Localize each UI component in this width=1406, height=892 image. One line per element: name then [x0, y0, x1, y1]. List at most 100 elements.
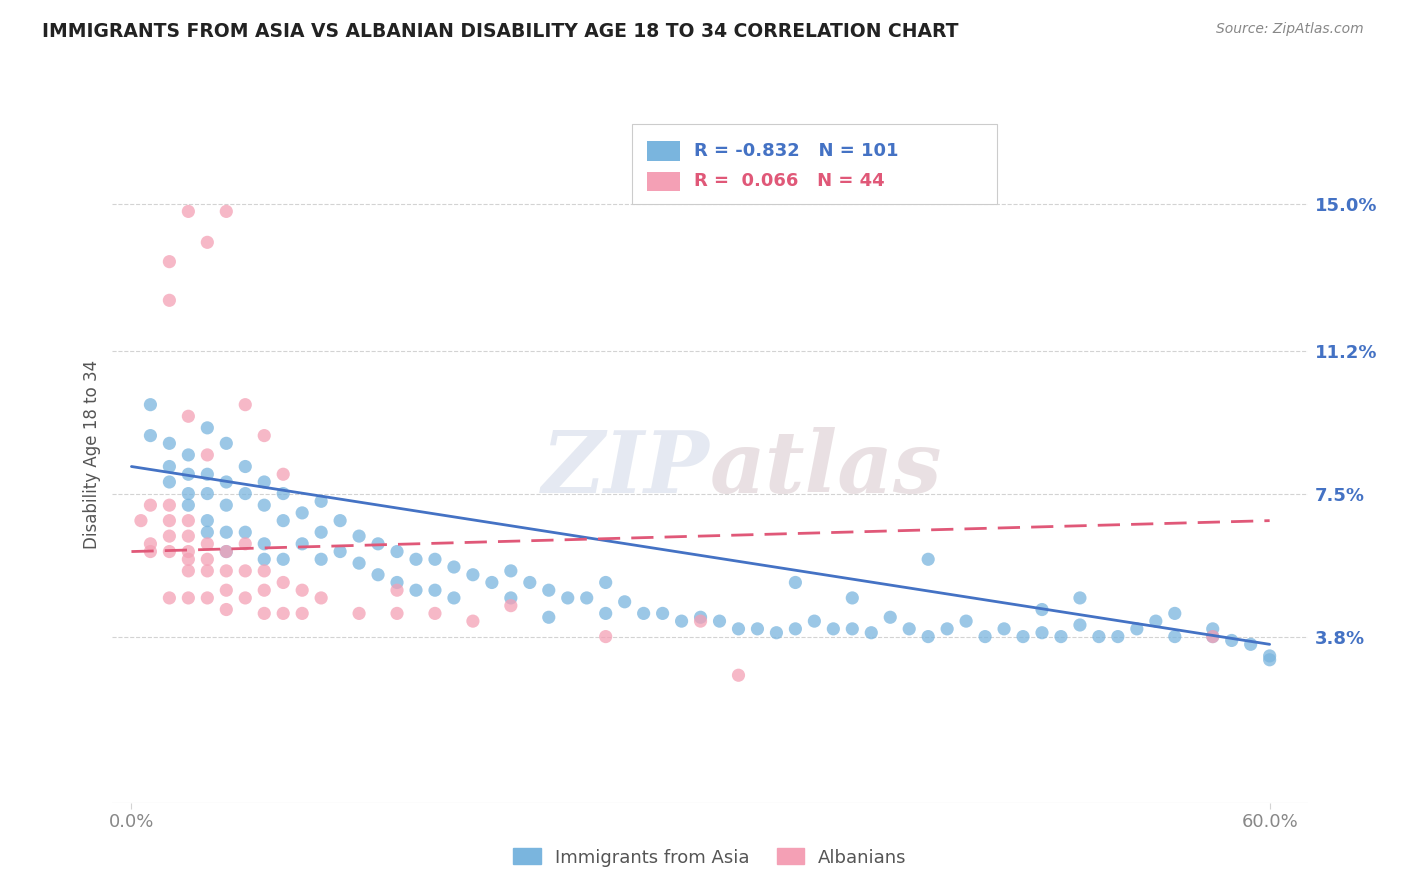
Point — [233, 525, 256, 540]
Point — [177, 204, 200, 219]
Point — [271, 486, 294, 500]
Point — [1164, 607, 1187, 621]
Point — [1031, 602, 1053, 616]
Point — [291, 607, 314, 621]
Point — [557, 591, 579, 605]
Point — [1126, 622, 1149, 636]
Point — [709, 614, 731, 628]
Point — [195, 486, 218, 500]
Point — [195, 564, 218, 578]
Point — [405, 583, 427, 598]
Text: IMMIGRANTS FROM ASIA VS ALBANIAN DISABILITY AGE 18 TO 34 CORRELATION CHART: IMMIGRANTS FROM ASIA VS ALBANIAN DISABIL… — [42, 22, 959, 41]
Point — [651, 607, 673, 621]
Point — [215, 525, 238, 540]
Point — [215, 544, 238, 558]
Point — [253, 498, 276, 512]
Point — [1069, 591, 1091, 605]
Point — [367, 537, 389, 551]
Point — [461, 567, 484, 582]
Point — [157, 293, 180, 308]
Point — [1144, 614, 1167, 628]
Point — [671, 614, 693, 628]
Point — [481, 575, 503, 590]
Point — [177, 467, 200, 482]
Point — [157, 591, 180, 605]
Point — [917, 552, 939, 566]
Point — [727, 668, 749, 682]
Point — [177, 514, 200, 528]
Point — [936, 622, 959, 636]
Point — [271, 552, 294, 566]
FancyBboxPatch shape — [647, 141, 681, 161]
Point — [177, 486, 200, 500]
Point — [233, 564, 256, 578]
Point — [291, 537, 314, 551]
Point — [955, 614, 977, 628]
Point — [309, 591, 332, 605]
Point — [215, 602, 238, 616]
Point — [291, 506, 314, 520]
Point — [595, 575, 617, 590]
Point — [271, 575, 294, 590]
Point — [1258, 653, 1281, 667]
Point — [841, 591, 863, 605]
Point — [443, 591, 465, 605]
Point — [1069, 618, 1091, 632]
Point — [291, 583, 314, 598]
Point — [177, 498, 200, 512]
Point — [347, 529, 370, 543]
Point — [309, 552, 332, 566]
Point — [215, 498, 238, 512]
Point — [633, 607, 655, 621]
Point — [860, 625, 883, 640]
Point — [823, 622, 845, 636]
Point — [747, 622, 769, 636]
Point — [233, 537, 256, 551]
Point — [195, 514, 218, 528]
Point — [233, 591, 256, 605]
Point — [443, 560, 465, 574]
Point — [139, 544, 162, 558]
Point — [974, 630, 997, 644]
Point — [195, 235, 218, 250]
Point — [1107, 630, 1129, 644]
FancyBboxPatch shape — [647, 172, 681, 191]
Point — [253, 428, 276, 442]
Point — [367, 567, 389, 582]
Point — [423, 607, 446, 621]
Point — [1088, 630, 1111, 644]
Point — [233, 459, 256, 474]
Point — [803, 614, 825, 628]
Point — [177, 544, 200, 558]
Point — [537, 610, 560, 624]
Point — [253, 564, 276, 578]
Point — [423, 552, 446, 566]
Point — [195, 591, 218, 605]
Point — [461, 614, 484, 628]
Text: R =  0.066   N = 44: R = 0.066 N = 44 — [695, 172, 886, 191]
Point — [233, 398, 256, 412]
Point — [139, 537, 162, 551]
Point — [785, 575, 807, 590]
Point — [233, 486, 256, 500]
Point — [689, 610, 711, 624]
Point — [765, 625, 787, 640]
Point — [329, 544, 352, 558]
Point — [1220, 633, 1243, 648]
Point — [177, 448, 200, 462]
Point — [537, 583, 560, 598]
Point — [385, 583, 408, 598]
Point — [157, 544, 180, 558]
Point — [177, 409, 200, 424]
Point — [215, 564, 238, 578]
Legend: Immigrants from Asia, Albanians: Immigrants from Asia, Albanians — [506, 841, 914, 874]
Text: R = -0.832   N = 101: R = -0.832 N = 101 — [695, 142, 898, 160]
Point — [405, 552, 427, 566]
Point — [898, 622, 921, 636]
Text: atlas: atlas — [710, 427, 942, 510]
Point — [385, 607, 408, 621]
Point — [689, 614, 711, 628]
Point — [575, 591, 598, 605]
Point — [423, 583, 446, 598]
Point — [499, 591, 522, 605]
